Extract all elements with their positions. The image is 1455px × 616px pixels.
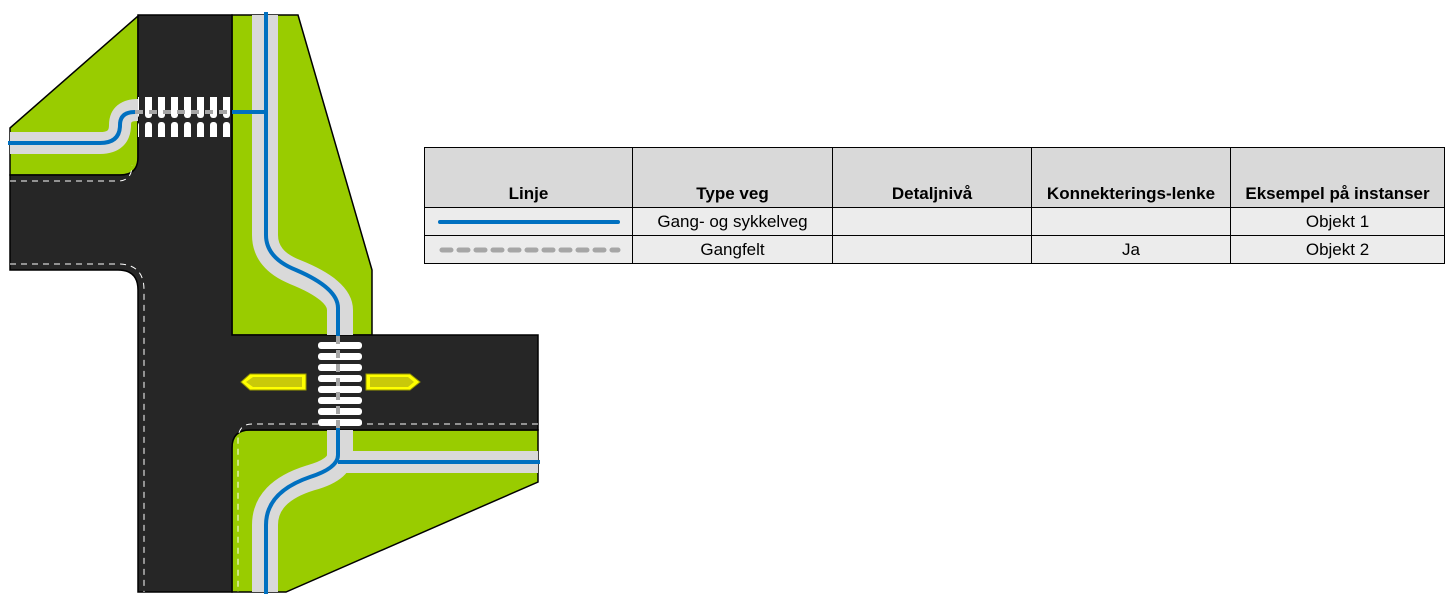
type-veg-cell: Gangfelt <box>632 235 833 264</box>
eksempel-cell: Objekt 1 <box>1230 207 1445 236</box>
header-type-veg: Type veg <box>632 147 833 208</box>
crossing-lines <box>135 110 340 428</box>
detaljniva-cell <box>832 235 1032 264</box>
line-sample-cell <box>424 235 633 264</box>
walkway-lines <box>8 12 540 594</box>
walkway-line-upper-right <box>264 12 340 336</box>
line-sample-cell <box>424 207 633 236</box>
konnekteringslenke-cell <box>1031 207 1231 236</box>
traffic-island-right <box>365 373 421 391</box>
lane-marking-left-lower <box>10 263 145 592</box>
table-row: Gang- og sykkelveg Objekt 1 <box>424 207 1445 236</box>
header-linje: Linje <box>424 147 633 208</box>
header-konnekteringslenke: Konnekterings-lenke <box>1031 147 1231 208</box>
type-veg-cell: Gang- og sykkelveg <box>632 207 833 236</box>
solid-blue-line-icon <box>437 219 620 224</box>
legend-header-row: Linje Type veg Detaljnivå Konnekterings-… <box>424 147 1445 208</box>
traffic-island-inner-left <box>246 377 302 387</box>
traffic-islands <box>240 373 421 391</box>
legend-table: Linje Type veg Detaljnivå Konnekterings-… <box>424 147 1445 264</box>
walkway-line-upper-left <box>8 110 136 145</box>
table-row: Gangfelt Ja Objekt 2 <box>424 235 1445 264</box>
traffic-island-inner-right <box>370 377 414 387</box>
eksempel-cell: Objekt 2 <box>1230 235 1445 264</box>
detaljniva-cell <box>832 207 1032 236</box>
road-surface <box>9 14 539 593</box>
walkway-line-lower-right <box>264 428 340 594</box>
header-detaljniva: Detaljnivå <box>832 147 1032 208</box>
zebra-crossing-north <box>138 97 232 137</box>
dashed-gray-line-icon <box>439 247 620 252</box>
road-intersection-diagram <box>8 12 540 594</box>
traffic-island-left <box>240 373 307 391</box>
header-eksempel: Eksempel på instanser <box>1230 147 1445 208</box>
lane-marking-right-lower <box>237 423 538 592</box>
konnekteringslenke-cell: Ja <box>1031 235 1231 264</box>
